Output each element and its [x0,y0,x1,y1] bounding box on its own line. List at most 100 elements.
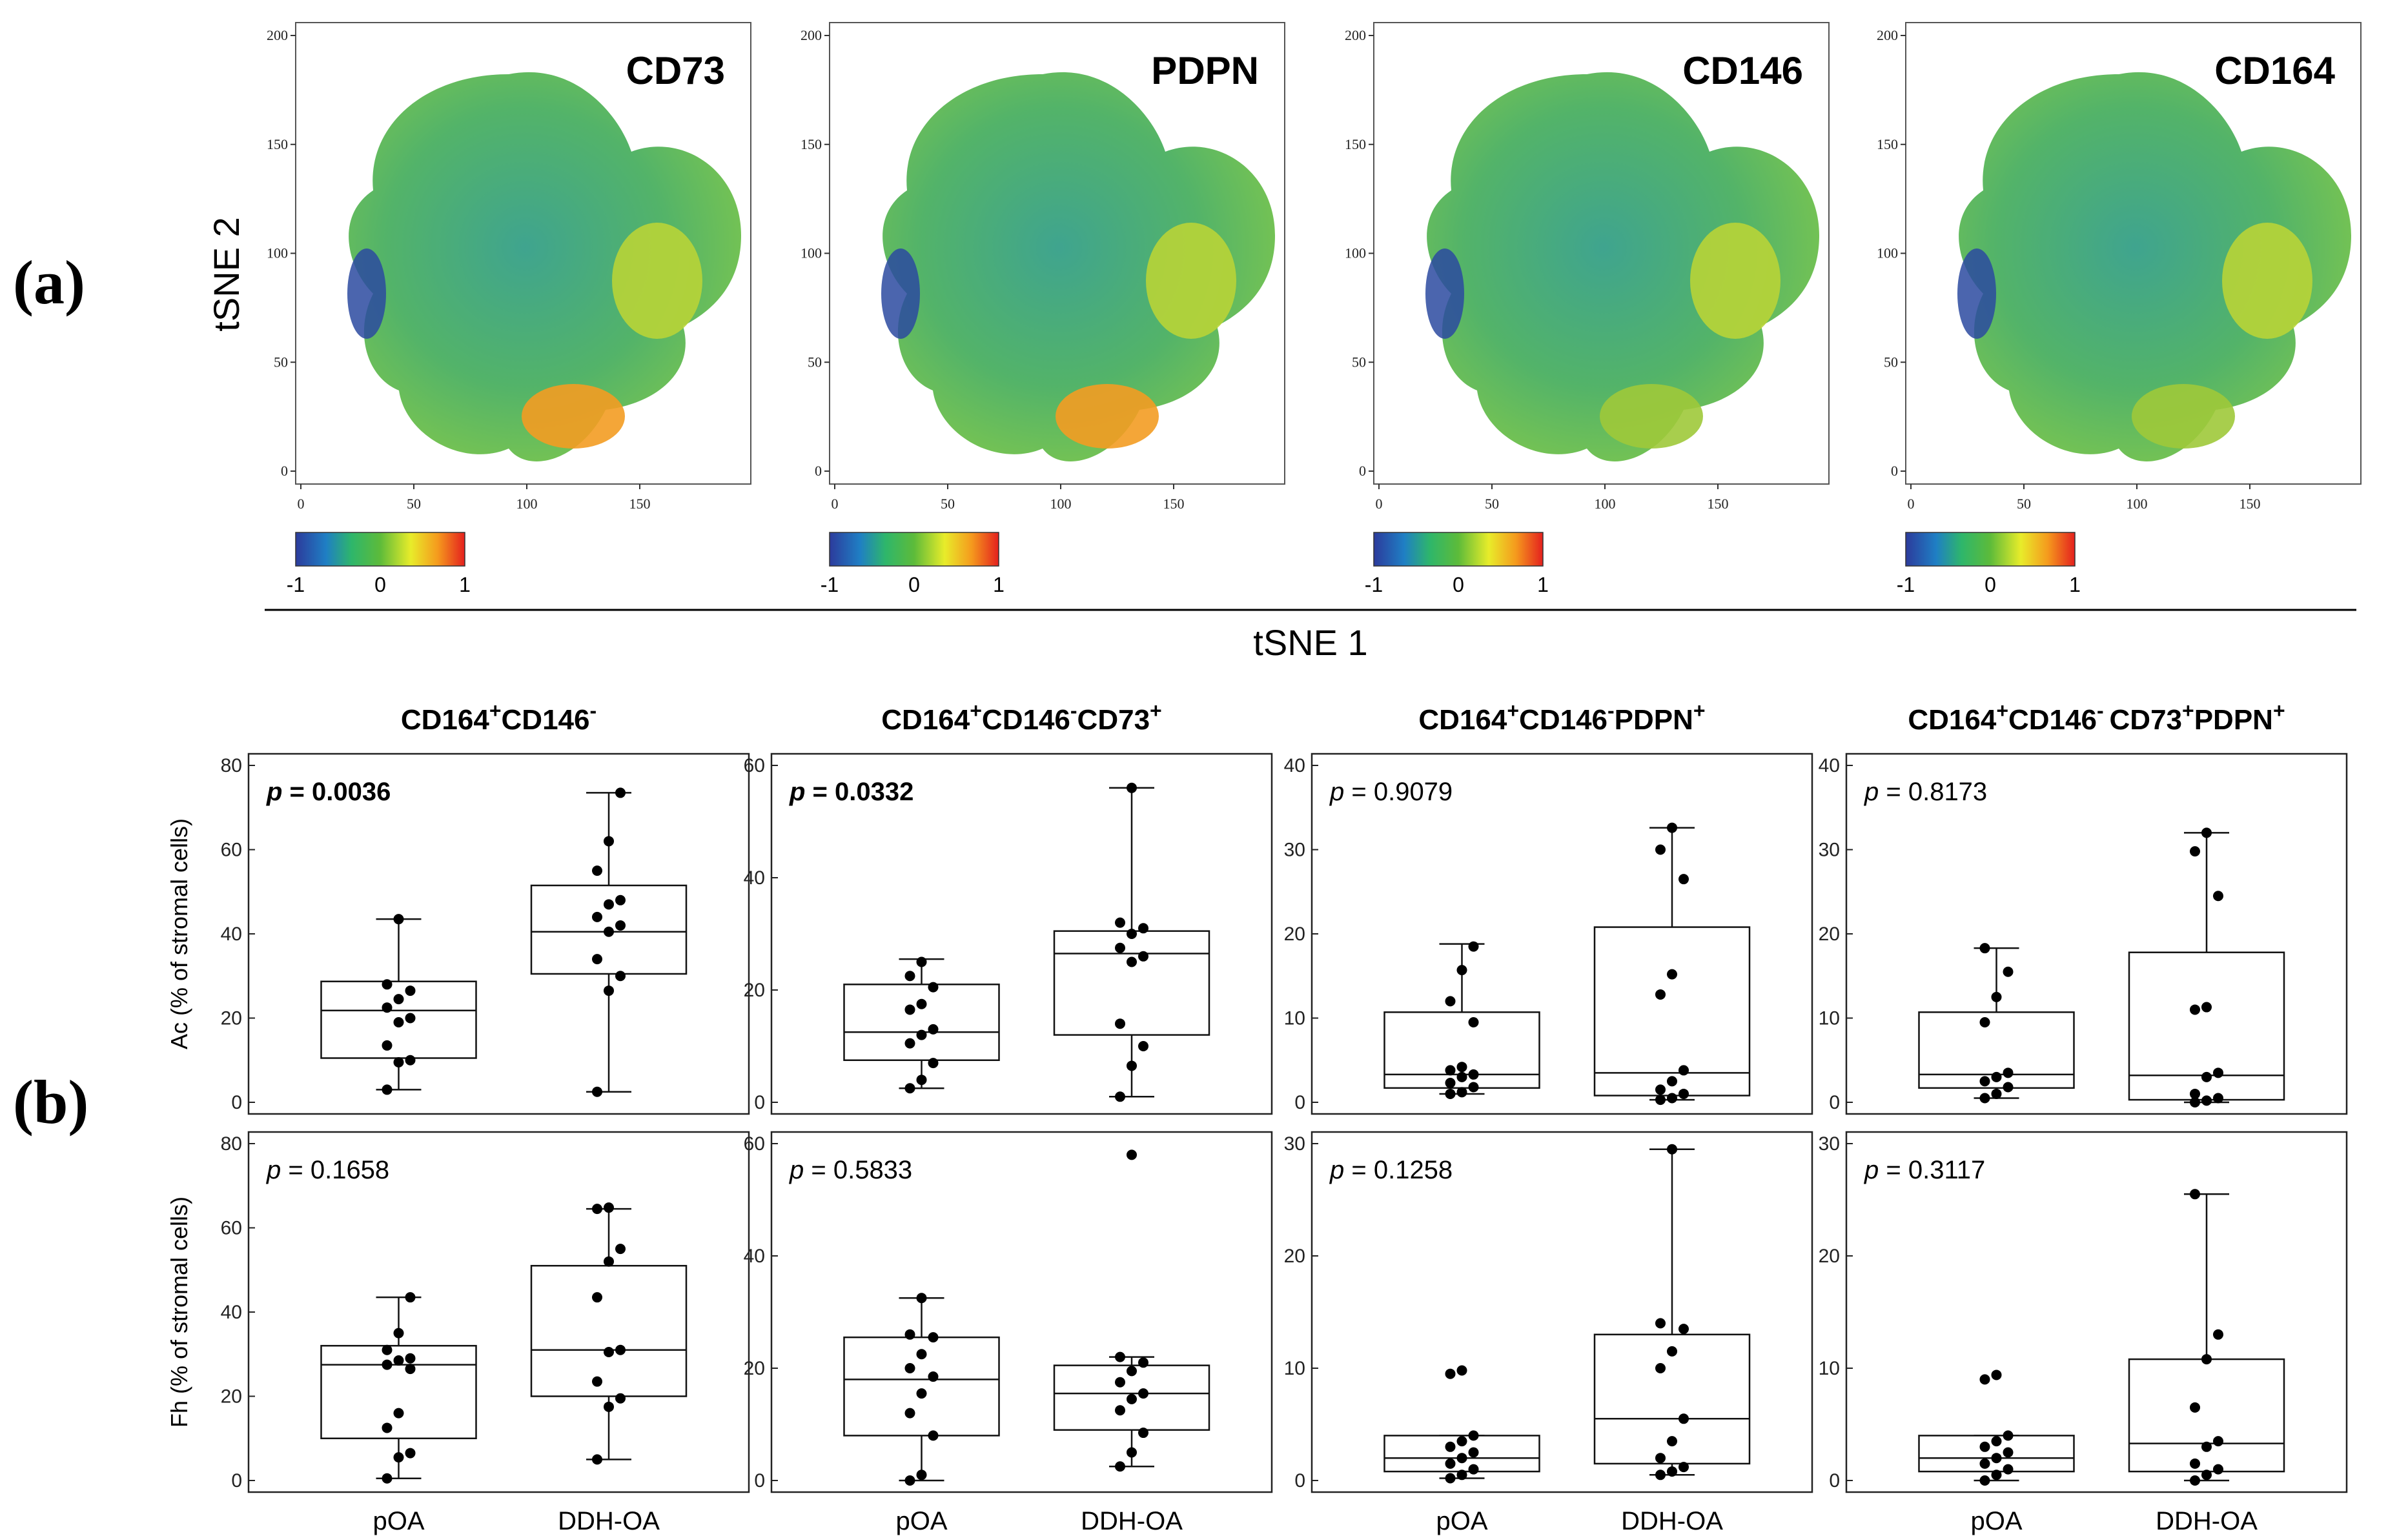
data-point [615,1393,626,1404]
y-tick-label: 60 [744,755,765,776]
tsne-colorbar [1373,532,1544,567]
data-point [382,1473,393,1484]
data-point [405,1448,416,1459]
boxplot-ac-1: 0 20 40 60 80 CD164+CD146- Ac (% of stromal ce… [166,699,750,1115]
p-value: p = 0.3117 [1864,1156,1985,1184]
y-tick-label: 40 [221,924,242,945]
data-point [1127,1447,1137,1458]
y-tick-label: 30 [1284,1133,1305,1155]
boxplot-title: CD164+CD146-CD73+ [881,699,1161,736]
tsne-x-tick-label: 0 [1376,496,1383,512]
tsne-y-tick-label: 200 [1345,27,1366,43]
data-point [1678,1324,1689,1335]
p-value: p = 0.9079 [1329,778,1453,806]
tsne-map-cd164: CD164 0 50 100 150 200 0 50 100 150 -1 0 1 [1877,22,2362,596]
data-point [1991,1453,2002,1464]
data-point [1468,1464,1479,1475]
data-point [2201,1095,2212,1106]
data-point [904,971,915,982]
data-point [2003,1464,2014,1475]
data-point [1138,1388,1148,1399]
data-point [1127,1366,1137,1377]
p-value: p = 0.5833 [789,1156,912,1184]
data-point [928,1058,939,1069]
data-point [2201,1354,2212,1365]
data-point [1468,1430,1479,1441]
y-tick-label: 0 [1829,1092,1840,1113]
data-point [592,1376,602,1387]
boxplot-ac-4: 0 10 20 30 40 CD164+CD146- CD73+PDPN+ p = 0.81… [1819,699,2348,1115]
data-point [2190,1088,2200,1099]
data-point [1655,1318,1666,1329]
data-point [405,1055,416,1066]
data-point [2201,1470,2212,1480]
tsne-cluster-right [2222,223,2312,339]
data-point [2190,1097,2200,1107]
data-point [904,1004,915,1015]
data-point [1678,1065,1689,1076]
tsne-y-tick-label: 200 [1877,27,1898,43]
data-point [2003,1082,2014,1093]
tsne-marker-label: PDPN [1151,49,1259,92]
y-tick-label: 20 [744,1358,765,1379]
tsne-y-tick-label: 100 [1345,245,1366,261]
data-point [1991,1071,2002,1082]
data-point [1138,951,1148,962]
y-tick-label: 0 [1294,1092,1305,1113]
box-poa [1383,941,1540,1099]
tsne-x-tick-label: 50 [2017,496,2031,512]
tsne-x-tick-label: 150 [2240,496,2261,512]
tsne-cell-cloud [1425,72,1819,462]
data-point [1655,1095,1666,1106]
data-point [1655,989,1666,1000]
tsne-y-label: tSNE 2 [206,217,247,331]
data-point [1127,929,1137,939]
y-axis-label: Ac (% of stromal cells) [166,818,192,1049]
box-ddh-oa [530,1202,688,1465]
data-point [604,926,614,937]
y-tick-label: 80 [221,755,242,776]
data-point [604,1346,614,1357]
data-point [1138,1428,1148,1439]
data-point [2201,1441,2212,1452]
data-point [1115,1091,1125,1102]
y-tick-label: 20 [1819,1246,1840,1267]
tsne-map-cd146: CD146 0 50 100 150 200 0 50 100 150 -1 0 1 [1345,22,1830,596]
data-point [1667,1466,1677,1477]
boxplot-ac-2: 0 20 40 60 CD164+CD146-CD73+ p = 0.0332 [744,699,1273,1115]
p-value: p = 0.8173 [1864,778,1987,806]
data-point [393,1017,404,1028]
data-point [1991,991,2002,1002]
data-point [916,1388,927,1399]
data-point [382,1344,393,1355]
data-point [592,865,602,876]
y-tick-label: 60 [221,840,242,861]
tsne-marker-label: CD73 [626,49,725,92]
data-point [1991,1470,2002,1480]
tsne-marker-label: CD164 [2214,49,2335,92]
tsne-x-tick-label: 0 [1908,496,1915,512]
data-point [1667,1144,1677,1155]
data-point [393,1452,404,1463]
box-poa [1383,1365,1540,1484]
plot-frame [770,1131,1273,1493]
data-point [928,1024,939,1035]
data-point [1115,917,1125,928]
tsne-cluster-bottom [1600,384,1703,449]
y-tick-label: 10 [1284,1358,1305,1379]
data-point [405,1364,416,1375]
tsne-y-tick-label: 100 [1877,245,1898,261]
data-point [1468,1069,1479,1080]
x-category-label: DDH-OA [1621,1507,1723,1535]
p-value: p = 0.0036 [266,778,391,806]
tsne-x-tick-label: 50 [941,496,955,512]
data-point [1667,822,1677,833]
data-point [1445,1077,1456,1088]
y-tick-label: 60 [221,1218,242,1239]
data-point [1127,1149,1137,1160]
data-point [393,1057,404,1068]
tsne-cell-cloud [1957,72,2351,462]
y-tick-label: 20 [1284,1246,1305,1267]
data-point [1667,1076,1677,1087]
